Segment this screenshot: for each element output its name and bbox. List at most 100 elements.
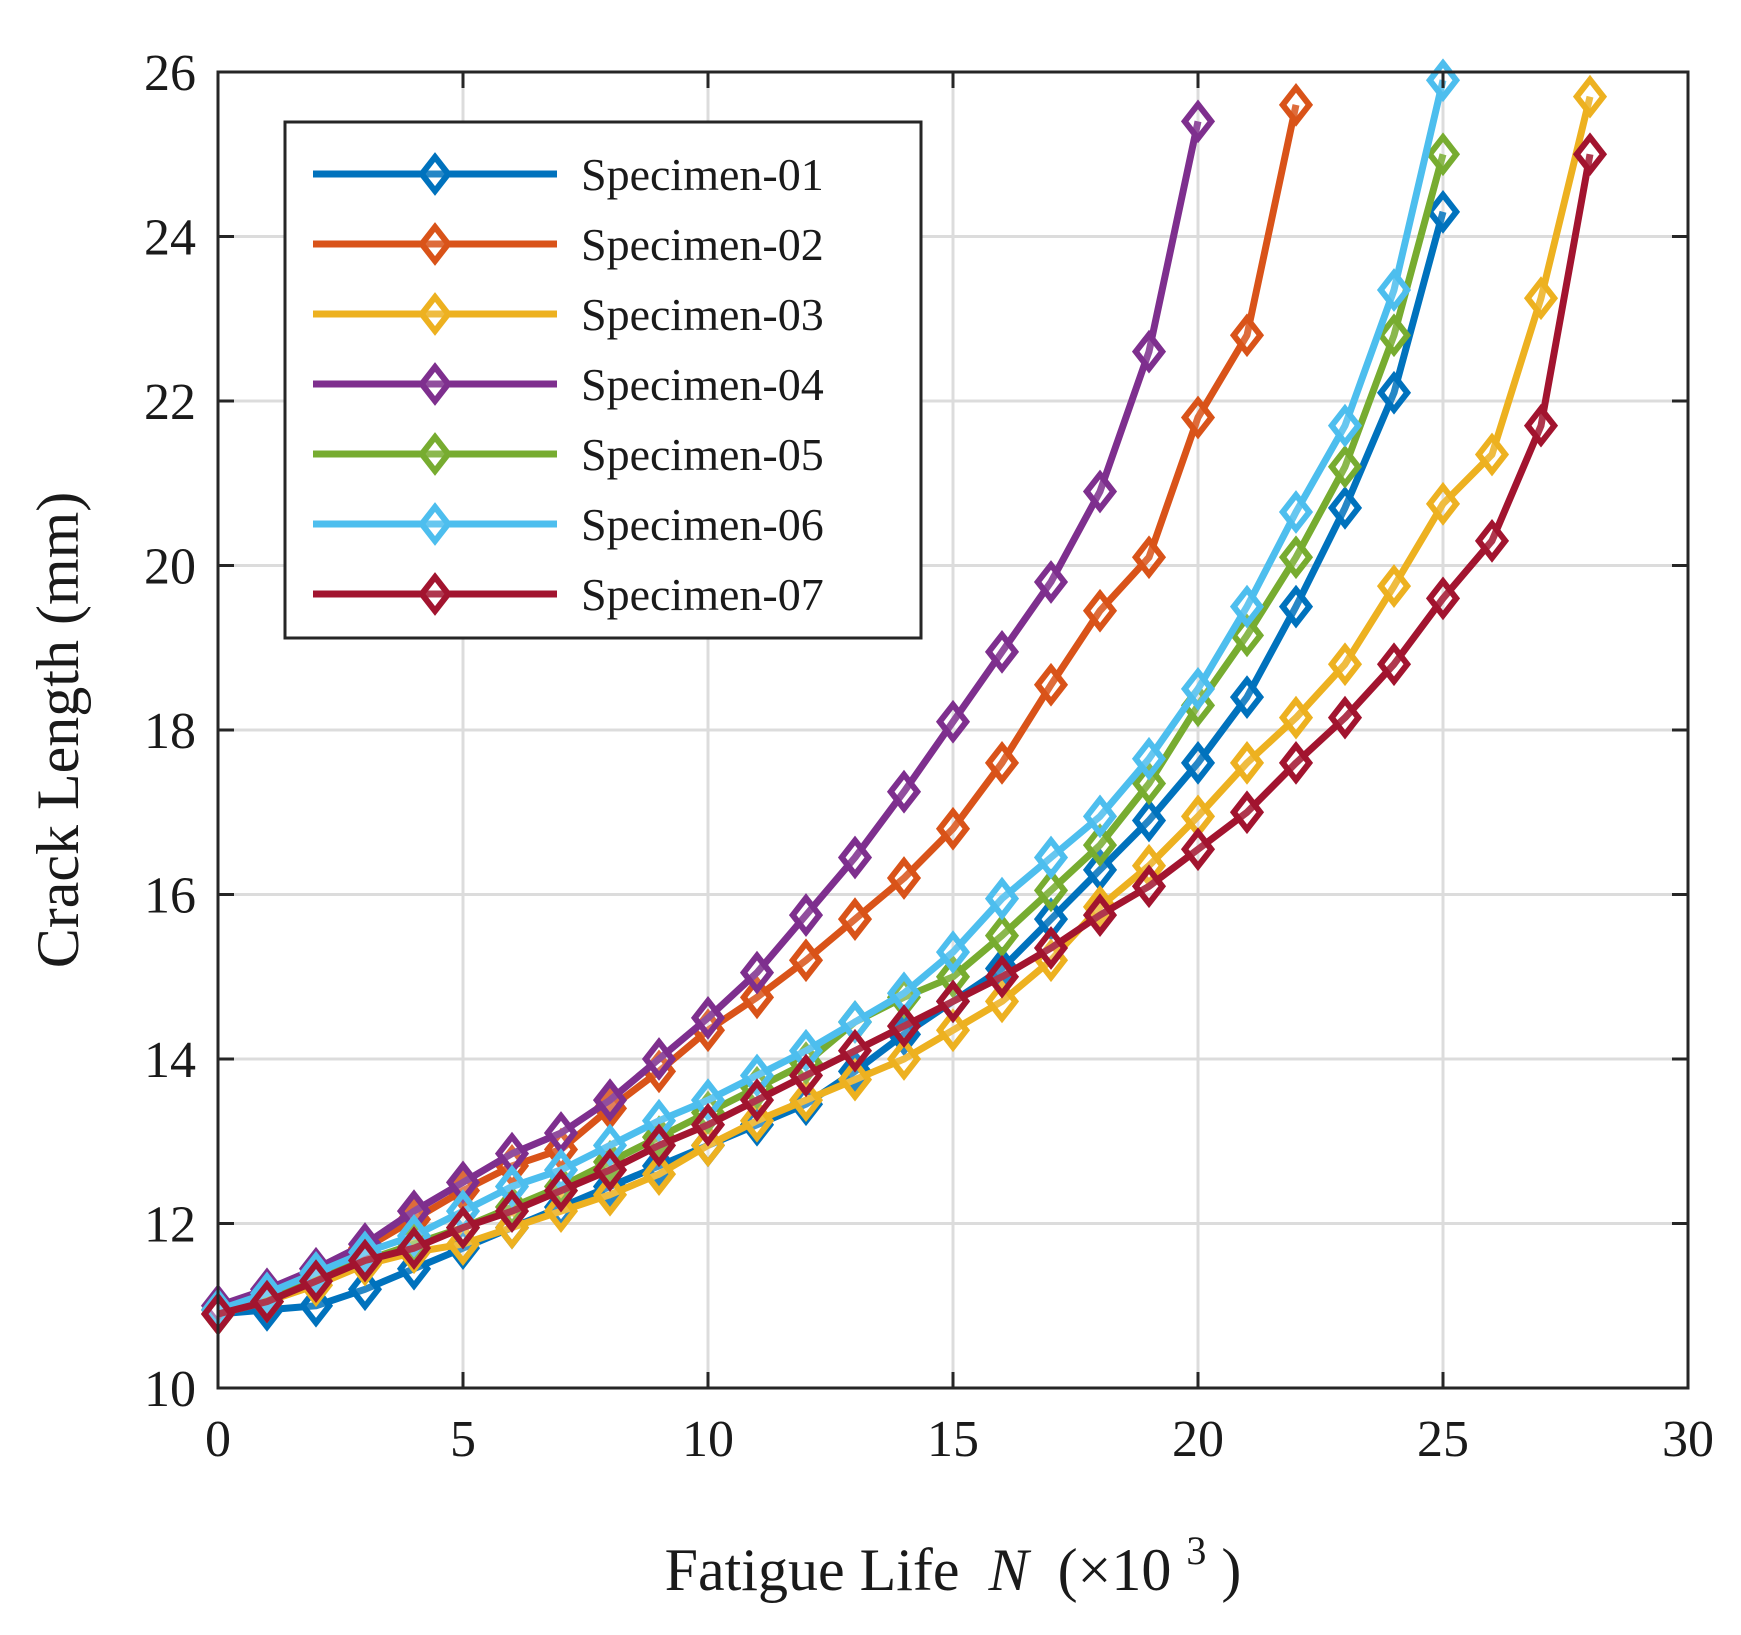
data-point-marker: [935, 954, 971, 999]
legend-swatch-marker: [417, 432, 453, 476]
data-point-marker: [739, 1078, 775, 1123]
y-tick-label: 26: [144, 45, 196, 102]
data-point-marker: [935, 1008, 971, 1053]
data-point-marker: [1327, 486, 1363, 530]
legend-swatch-marker: [417, 502, 453, 546]
data-point-marker: [347, 1238, 383, 1283]
data-point-marker: [935, 699, 971, 744]
data-point-marker: [1082, 893, 1118, 937]
legend-label: Specimen-06: [581, 499, 824, 550]
data-point-marker: [1229, 741, 1265, 785]
data-point-marker: [1425, 576, 1461, 621]
x-tick-label: 15: [927, 1411, 979, 1468]
legend-swatch-marker: [417, 292, 453, 336]
data-point-marker: [1229, 675, 1265, 719]
data-point-marker: [298, 1259, 334, 1303]
data-point-marker: [886, 769, 922, 814]
data-point-marker: [1376, 370, 1412, 415]
data-point-marker: [1376, 642, 1412, 687]
data-point-marker: [1523, 403, 1559, 448]
y-tick-label: 14: [144, 1032, 196, 1089]
x-tick-label: 5: [450, 1411, 476, 1468]
legend-label: Specimen-01: [581, 149, 824, 200]
x-axis-title-text: Fatigue Life: [665, 1537, 960, 1603]
data-point-marker: [1033, 926, 1069, 970]
legend-label: Specimen-07: [581, 569, 824, 620]
data-point-marker: [1082, 794, 1118, 839]
data-point-marker: [1474, 432, 1510, 477]
data-point-marker: [396, 1226, 432, 1271]
data-point-marker: [592, 1148, 628, 1192]
data-point-marker: [837, 1028, 873, 1073]
data-point-marker: [592, 1123, 628, 1168]
data-point-marker: [1425, 481, 1461, 526]
legend-entry: Specimen-03: [313, 289, 824, 340]
series-specimen-06: [200, 58, 1461, 1332]
data-point-marker: [1229, 584, 1265, 629]
legend-swatch-marker: [417, 222, 453, 266]
x-axis-title-variable: N: [988, 1537, 1032, 1603]
y-tick-label: 22: [144, 374, 196, 431]
legend-entry: Specimen-02: [313, 219, 824, 270]
x-tick-label: 10: [682, 1411, 734, 1468]
series-line: [216, 120, 1202, 1310]
data-point-marker: [788, 1028, 824, 1073]
data-point-marker: [984, 629, 1020, 674]
data-point-marker: [641, 1123, 677, 1168]
y-tick-label: 24: [144, 210, 196, 267]
data-point-marker: [1180, 395, 1216, 440]
legend-swatch-marker: [417, 362, 453, 406]
data-point-marker: [1229, 790, 1265, 835]
data-point-marker: [1082, 469, 1118, 514]
data-point-marker: [1376, 268, 1412, 312]
data-point-marker: [1327, 403, 1363, 448]
y-tick-label: 12: [144, 1197, 196, 1254]
data-point-marker: [1376, 313, 1412, 358]
y-axis-title: Crack Length (mm): [25, 492, 91, 969]
data-point-marker: [1180, 827, 1216, 872]
x-axis-title-unit-exponent: 3: [1186, 1528, 1206, 1573]
data-point-marker: [739, 950, 775, 995]
legend-entry: Specimen-06: [313, 499, 824, 550]
series-specimen-07: [200, 132, 1608, 1336]
data-point-marker: [1033, 560, 1069, 604]
data-point-marker: [641, 1098, 677, 1143]
data-point-marker: [445, 1205, 481, 1250]
data-point-marker: [935, 930, 971, 974]
data-point-marker: [494, 1189, 530, 1234]
data-point-marker: [1131, 329, 1167, 374]
data-point-marker: [1033, 897, 1069, 942]
data-point-marker: [690, 1078, 726, 1123]
data-point-marker: [1131, 736, 1167, 781]
data-point-marker: [1082, 588, 1118, 633]
legend: Specimen-01 Specimen-02 Specimen-03 Specime…: [283, 120, 923, 640]
data-point-marker: [641, 1037, 677, 1081]
legend-box: [283, 120, 923, 640]
data-point-marker: [984, 913, 1020, 958]
data-point-marker: [837, 1000, 873, 1044]
data-point-marker: [1425, 189, 1461, 234]
data-point-marker: [1033, 868, 1069, 913]
x-axis-title: Fatigue Life N (×10 3 ): [665, 1511, 1242, 1603]
data-point-marker: [1278, 535, 1314, 580]
data-point-marker: [837, 1057, 873, 1102]
data-point-marker: [739, 975, 775, 1020]
data-point-marker: [592, 1078, 628, 1123]
data-point-marker: [1327, 642, 1363, 687]
axis-ticks: 0 5 10 15 20 25 30 10 12 14 16 18 20 22 24 26: [144, 45, 1714, 1468]
data-point-marker: [1523, 276, 1559, 321]
legend-entry: Specimen-04: [313, 359, 824, 410]
x-axis-title-unit-suffix: ): [1221, 1537, 1241, 1603]
data-point-marker: [494, 1164, 530, 1209]
data-point-marker: [1229, 613, 1265, 658]
series-layer: [200, 58, 1608, 1336]
data-point-marker: [1082, 823, 1118, 868]
series-line: [217, 104, 1300, 1314]
legend-entry: Specimen-01: [313, 149, 824, 200]
data-point-marker: [1327, 695, 1363, 740]
legend-swatch-marker: [417, 152, 453, 196]
legend-swatch-marker: [417, 572, 453, 616]
legend-label: Specimen-05: [581, 429, 824, 480]
data-point-marker: [1278, 83, 1314, 127]
